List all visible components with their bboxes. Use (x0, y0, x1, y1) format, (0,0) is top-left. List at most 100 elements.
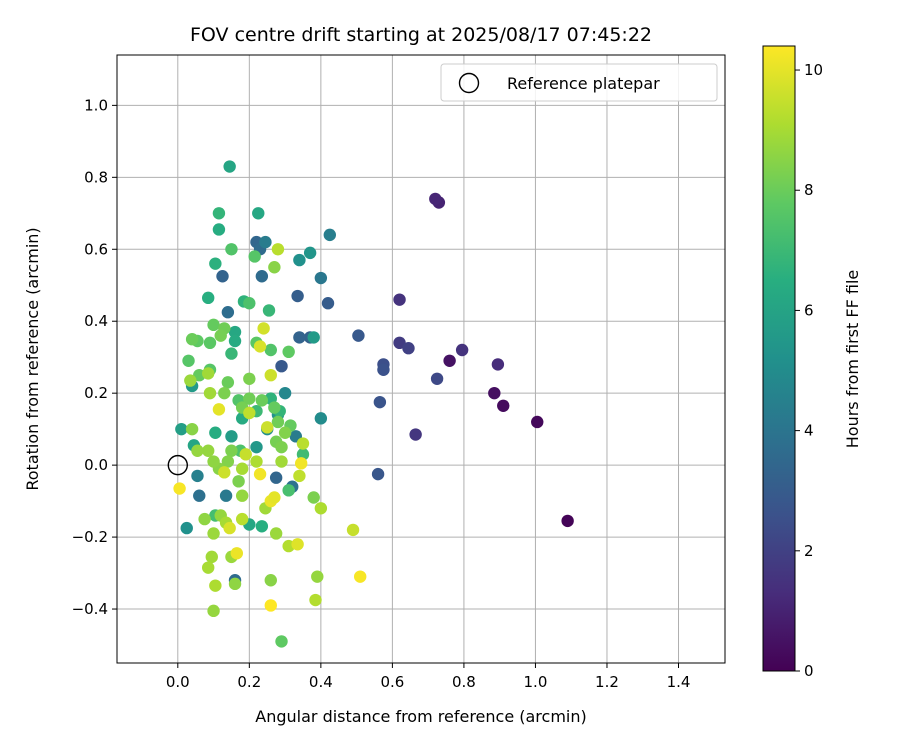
data-point (377, 363, 390, 376)
colorbar-tick-label: 10 (804, 61, 823, 79)
data-point (209, 257, 222, 270)
colorbar-tick-label: 8 (804, 181, 814, 199)
data-point (173, 482, 186, 495)
data-point (198, 512, 211, 526)
colorbar-tick-label: 6 (804, 301, 814, 319)
data-point (293, 331, 306, 344)
data-point (223, 521, 236, 535)
data-point (232, 475, 245, 488)
data-point (207, 527, 220, 540)
data-point (182, 354, 195, 367)
data-point (228, 325, 242, 339)
data-point (268, 401, 281, 414)
legend: Reference platepar (440, 63, 718, 102)
data-point (209, 426, 222, 439)
data-point (314, 412, 328, 425)
data-point (230, 547, 244, 560)
data-point (239, 448, 252, 461)
data-point (207, 455, 220, 468)
x-tick-label: 0.2 (237, 673, 261, 691)
reference-point-marker (167, 454, 189, 476)
x-tick-label: 0.4 (309, 673, 333, 691)
x-tick-label: 1.4 (667, 673, 691, 691)
colorbar-label: Hours from first FF file (843, 270, 862, 449)
data-point (180, 521, 193, 535)
data-point (207, 318, 220, 332)
data-point (282, 484, 295, 497)
data-point (293, 253, 306, 267)
data-point (185, 333, 199, 346)
data-point (291, 289, 304, 303)
data-point (209, 579, 222, 592)
y-tick-label: 0.0 (84, 456, 108, 474)
data-point (212, 207, 226, 220)
data-point (291, 538, 304, 551)
data-point (191, 469, 204, 483)
y-tick-label: 0.4 (84, 312, 108, 330)
x-tick-label: 1.0 (524, 673, 548, 691)
data-point (184, 374, 197, 387)
x-tick-label: 0.8 (452, 673, 476, 691)
data-point (191, 444, 204, 457)
data-point (293, 469, 306, 483)
data-point (235, 462, 249, 475)
data-point (185, 422, 199, 436)
data-point (531, 415, 544, 429)
data-point (212, 223, 226, 236)
colorbar-tick-label: 4 (804, 422, 814, 440)
data-point (271, 415, 285, 429)
colorbar-tick-label: 0 (804, 662, 814, 680)
data-point (223, 160, 236, 173)
data-point (225, 444, 238, 457)
y-axis-label: Rotation from reference (arcmin) (23, 227, 42, 490)
data-point (275, 440, 288, 454)
y-tick-label: −0.4 (72, 600, 108, 618)
data-point (269, 471, 283, 484)
data-point (275, 635, 288, 648)
data-point (243, 297, 256, 310)
data-point (371, 467, 385, 481)
chart-title: FOV centre drift starting at 2025/08/17 … (190, 24, 652, 46)
data-point (202, 291, 215, 305)
legend-label-reference: Reference platepar (507, 74, 660, 93)
data-point (252, 207, 265, 220)
data-point (250, 455, 263, 468)
x-axis-label: Angular distance from reference (arcmin) (255, 707, 586, 726)
data-point (275, 359, 288, 373)
data-point (497, 399, 510, 412)
y-tick-label: 1.0 (84, 96, 108, 114)
colorbar: 0 2 4 6 8 10 Hours from first FF file (762, 45, 862, 680)
data-point (264, 368, 277, 382)
data-point (202, 561, 215, 574)
data-point (219, 489, 233, 502)
data-point (268, 491, 281, 504)
data-point (228, 334, 242, 348)
data-point (243, 392, 256, 405)
data-point (259, 235, 272, 249)
data-point (323, 228, 336, 242)
data-point (409, 428, 422, 441)
data-point (216, 270, 229, 283)
data-point (225, 347, 238, 360)
data-point (373, 395, 387, 409)
data-point (261, 421, 274, 434)
data-point (314, 271, 328, 285)
scatter-points (173, 160, 574, 648)
data-point (255, 394, 269, 407)
legend-box (440, 63, 718, 102)
y-tick-label: 0.6 (84, 240, 108, 258)
data-point (221, 455, 235, 468)
legend-marker-reference (458, 72, 480, 94)
data-point (354, 570, 367, 583)
data-point (303, 246, 317, 260)
data-point (225, 430, 238, 443)
data-point (271, 243, 285, 256)
data-point (278, 386, 292, 400)
data-point (218, 386, 231, 400)
x-tick-label: 1.2 (595, 673, 619, 691)
data-point (257, 322, 270, 335)
y-tick-label: −0.2 (72, 528, 108, 546)
data-point (282, 345, 295, 359)
y-tick-label: 0.2 (84, 384, 108, 402)
